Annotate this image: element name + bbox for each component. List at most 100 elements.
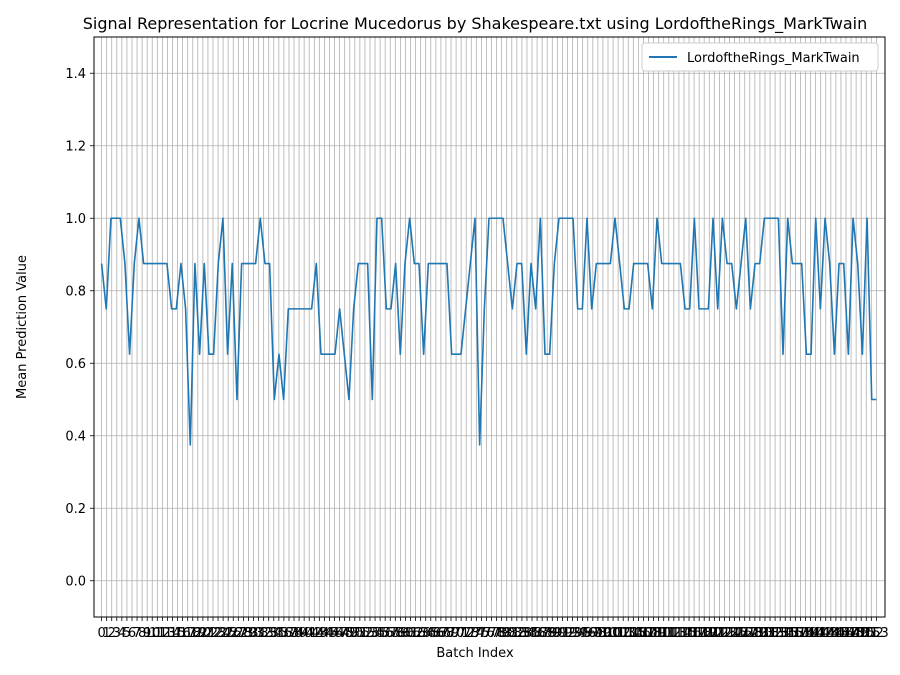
x-tick-label: 86 xyxy=(529,626,546,641)
x-tick-label: 88 xyxy=(539,626,556,641)
tick-layer: 0.00.20.40.60.81.01.21.40123456789101112… xyxy=(65,67,888,641)
x-tick-label: 27 xyxy=(230,626,247,641)
x-tick-label: 8 xyxy=(138,626,146,641)
x-tick-label: 42 xyxy=(306,626,323,641)
x-tick-label: 2 xyxy=(108,626,116,641)
x-tick-label: 36 xyxy=(276,626,293,641)
x-tick-label: 16 xyxy=(174,626,191,641)
x-tick-label: 61 xyxy=(402,626,419,641)
x-tick-label: 96 xyxy=(579,626,596,641)
x-tick-label: 78 xyxy=(488,626,505,641)
x-tick-label: 74 xyxy=(468,626,485,641)
x-tick-label: 55 xyxy=(372,626,389,641)
x-tick-label: 14 xyxy=(164,626,181,641)
x-tick-label: 7 xyxy=(133,626,141,641)
legend-entry: LordoftheRings_MarkTwain xyxy=(687,51,860,66)
x-tick-label: 108 xyxy=(636,626,661,641)
x-tick-label: 17 xyxy=(179,626,196,641)
x-tick-label: 82 xyxy=(509,626,526,641)
x-tick-label: 97 xyxy=(585,626,602,641)
x-tick-label: 57 xyxy=(382,626,399,641)
x-tick-label: 33 xyxy=(260,626,277,641)
x-tick-label: 93 xyxy=(564,626,581,641)
x-tick-label: 30 xyxy=(245,626,262,641)
x-tick-label: 129 xyxy=(742,626,767,641)
x-tick-label: 24 xyxy=(215,626,232,641)
x-tick-label: 11 xyxy=(149,626,166,641)
x-tick-label: 50 xyxy=(347,626,364,641)
x-tick-label: 75 xyxy=(473,626,490,641)
x-tick-label: 91 xyxy=(554,626,571,641)
x-tick-label: 152 xyxy=(859,626,884,641)
x-tick-label: 47 xyxy=(331,626,348,641)
x-tick-label: 127 xyxy=(732,626,757,641)
x-tick-label: 98 xyxy=(590,626,607,641)
x-tick-label: 89 xyxy=(544,626,561,641)
x-tick-label: 140 xyxy=(798,626,823,641)
x-tick-label: 22 xyxy=(205,626,222,641)
x-tick-label: 109 xyxy=(641,626,666,641)
x-tick-label: 58 xyxy=(387,626,404,641)
x-tick-label: 121 xyxy=(702,626,727,641)
x-tick-label: 99 xyxy=(595,626,612,641)
x-tick-label: 56 xyxy=(377,626,394,641)
series-layer xyxy=(100,217,877,446)
legend: LordoftheRings_MarkTwain xyxy=(641,42,879,72)
x-tick-label: 138 xyxy=(788,626,813,641)
x-tick-label: 64 xyxy=(417,626,434,641)
x-tick-label: 84 xyxy=(519,626,536,641)
x-tick-label: 95 xyxy=(574,626,591,641)
x-tick-label: 32 xyxy=(255,626,272,641)
y-tick-label: 0.8 xyxy=(65,284,86,299)
x-tick-label: 137 xyxy=(783,626,808,641)
x-tick-label: 123 xyxy=(712,626,737,641)
x-tick-label: 126 xyxy=(727,626,752,641)
x-tick-label: 39 xyxy=(291,626,308,641)
x-tick-label: 119 xyxy=(692,626,717,641)
x-tick-label: 21 xyxy=(200,626,217,641)
x-tick-label: 54 xyxy=(367,626,384,641)
x-tick-label: 48 xyxy=(336,626,353,641)
x-tick-label: 124 xyxy=(717,626,742,641)
x-tick-label: 153 xyxy=(864,626,889,641)
x-tick-label: 135 xyxy=(773,626,798,641)
y-tick-label: 0.6 xyxy=(65,357,86,372)
x-tick-label: 81 xyxy=(504,626,521,641)
x-tick-label: 110 xyxy=(646,626,671,641)
x-tick-label: 107 xyxy=(631,626,656,641)
x-tick-label: 101 xyxy=(601,626,626,641)
x-tick-label: 69 xyxy=(443,626,460,641)
x-tick-label: 35 xyxy=(271,626,288,641)
x-tick-label: 49 xyxy=(341,626,358,641)
x-tick-label: 117 xyxy=(682,626,707,641)
x-tick-label: 46 xyxy=(326,626,343,641)
x-tick-label: 118 xyxy=(687,626,712,641)
x-tick-label: 65 xyxy=(422,626,439,641)
x-tick-label: 111 xyxy=(651,626,676,641)
x-tick-label: 83 xyxy=(514,626,531,641)
x-tick-label: 4 xyxy=(118,626,126,641)
x-tick-label: 67 xyxy=(433,626,450,641)
x-tick-label: 0 xyxy=(97,626,105,641)
x-tick-label: 34 xyxy=(265,626,282,641)
x-tick-label: 45 xyxy=(321,626,338,641)
x-tick-label: 51 xyxy=(352,626,369,641)
legend-box xyxy=(641,42,879,72)
x-tick-label: 60 xyxy=(397,626,414,641)
x-tick-label: 128 xyxy=(737,626,762,641)
x-tick-label: 15 xyxy=(169,626,186,641)
x-tick-label: 52 xyxy=(357,626,374,641)
x-tick-label: 26 xyxy=(225,626,242,641)
x-tick-label: 41 xyxy=(301,626,318,641)
x-tick-label: 100 xyxy=(596,626,621,641)
x-tick-label: 37 xyxy=(281,626,298,641)
x-tick-label: 77 xyxy=(483,626,500,641)
x-tick-label: 94 xyxy=(569,626,586,641)
x-tick-label: 141 xyxy=(803,626,828,641)
x-tick-label: 44 xyxy=(316,626,333,641)
x-tick-label: 13 xyxy=(159,626,176,641)
x-tick-label: 19 xyxy=(190,626,207,641)
x-tick-label: 20 xyxy=(195,626,212,641)
x-tick-label: 103 xyxy=(611,626,636,641)
x-tick-label: 112 xyxy=(656,626,681,641)
